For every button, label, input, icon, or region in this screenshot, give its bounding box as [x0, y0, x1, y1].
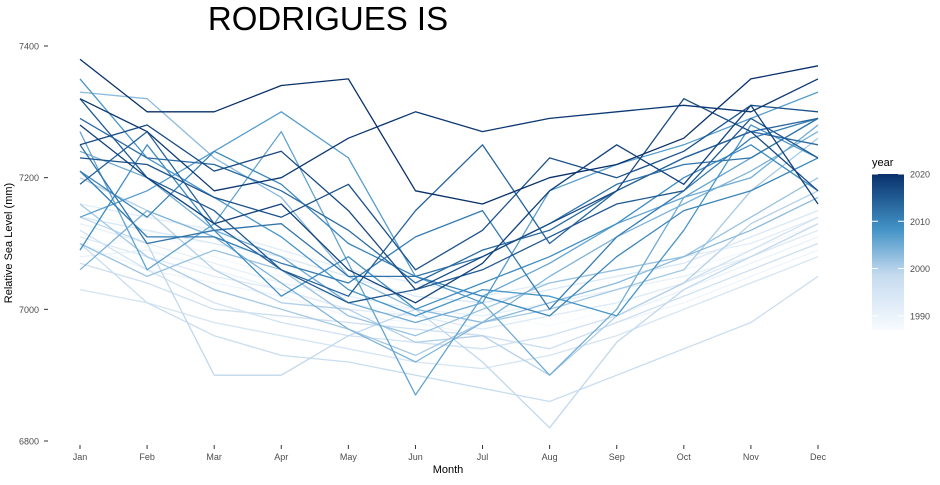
x-tick-label: Feb [139, 452, 155, 462]
y-tick-label: 7200 [19, 173, 39, 183]
series-line-2011 [79, 117, 819, 310]
series-line-2008 [79, 78, 819, 317]
series-line-1995 [79, 256, 819, 370]
series-line-2006 [79, 117, 819, 396]
colorbar-ticks: 1990 2000 2010 2020 [872, 170, 930, 321]
y-axis: 6800 7000 7200 7400 [19, 42, 48, 447]
series-line-1989 [79, 242, 819, 350]
series-line-1997 [79, 242, 819, 350]
x-tick-label: Dec [810, 452, 827, 462]
chart-title: RODRIGUES IS [208, 0, 448, 37]
y-axis-label: Relative Sea Level (mm) [3, 183, 15, 303]
x-tick-label: Oct [677, 452, 692, 462]
x-tick-label: Jul [477, 452, 489, 462]
x-tick-label: Jan [73, 452, 88, 462]
series-line-2017 [79, 98, 819, 291]
series-line-2007 [79, 91, 819, 304]
x-tick-label: Mar [206, 452, 222, 462]
y-tick-label: 6800 [19, 437, 39, 447]
series-line-1994 [79, 209, 819, 304]
colorbar-tick-label: 2020 [910, 170, 930, 180]
series-line-1999 [79, 216, 819, 429]
series-line-2014 [79, 117, 819, 297]
x-tick-label: Jun [408, 452, 423, 462]
x-tick-label: May [340, 452, 358, 462]
series-line-2019 [79, 78, 819, 192]
x-axis-label: Month [433, 464, 464, 476]
y-tick-label: 7400 [19, 42, 39, 52]
series-line-2003 [79, 91, 819, 324]
series-line-1998 [79, 243, 819, 403]
series-line-2002 [79, 177, 819, 337]
colorbar [872, 174, 904, 330]
x-tick-label: Nov [743, 452, 760, 462]
series-line-2010 [79, 150, 819, 317]
x-tick-label: Apr [274, 452, 288, 462]
series-line-2016 [79, 104, 819, 271]
series-line-2005 [79, 124, 819, 376]
x-axis: Jan Feb Mar Apr May Jun Jul Aug Sep Oct Nov Dec [73, 445, 827, 462]
series-line-1988 [79, 209, 819, 324]
series-lines [79, 58, 819, 429]
series-line-2020 [79, 58, 819, 205]
colorbar-tick-label: 2010 [910, 217, 930, 227]
series-line-2001 [79, 137, 819, 357]
series-line-2018 [79, 104, 819, 304]
series-line-2015 [79, 98, 819, 304]
legend-title: year [872, 157, 894, 169]
x-tick-label: Sep [609, 452, 625, 462]
x-tick-label: Aug [542, 452, 558, 462]
colorbar-legend: year 1990 2000 2010 2020 [872, 157, 930, 330]
y-tick-label: 7000 [19, 305, 39, 315]
colorbar-tick-label: 2000 [910, 264, 930, 274]
colorbar-tick-label: 1990 [910, 311, 930, 321]
